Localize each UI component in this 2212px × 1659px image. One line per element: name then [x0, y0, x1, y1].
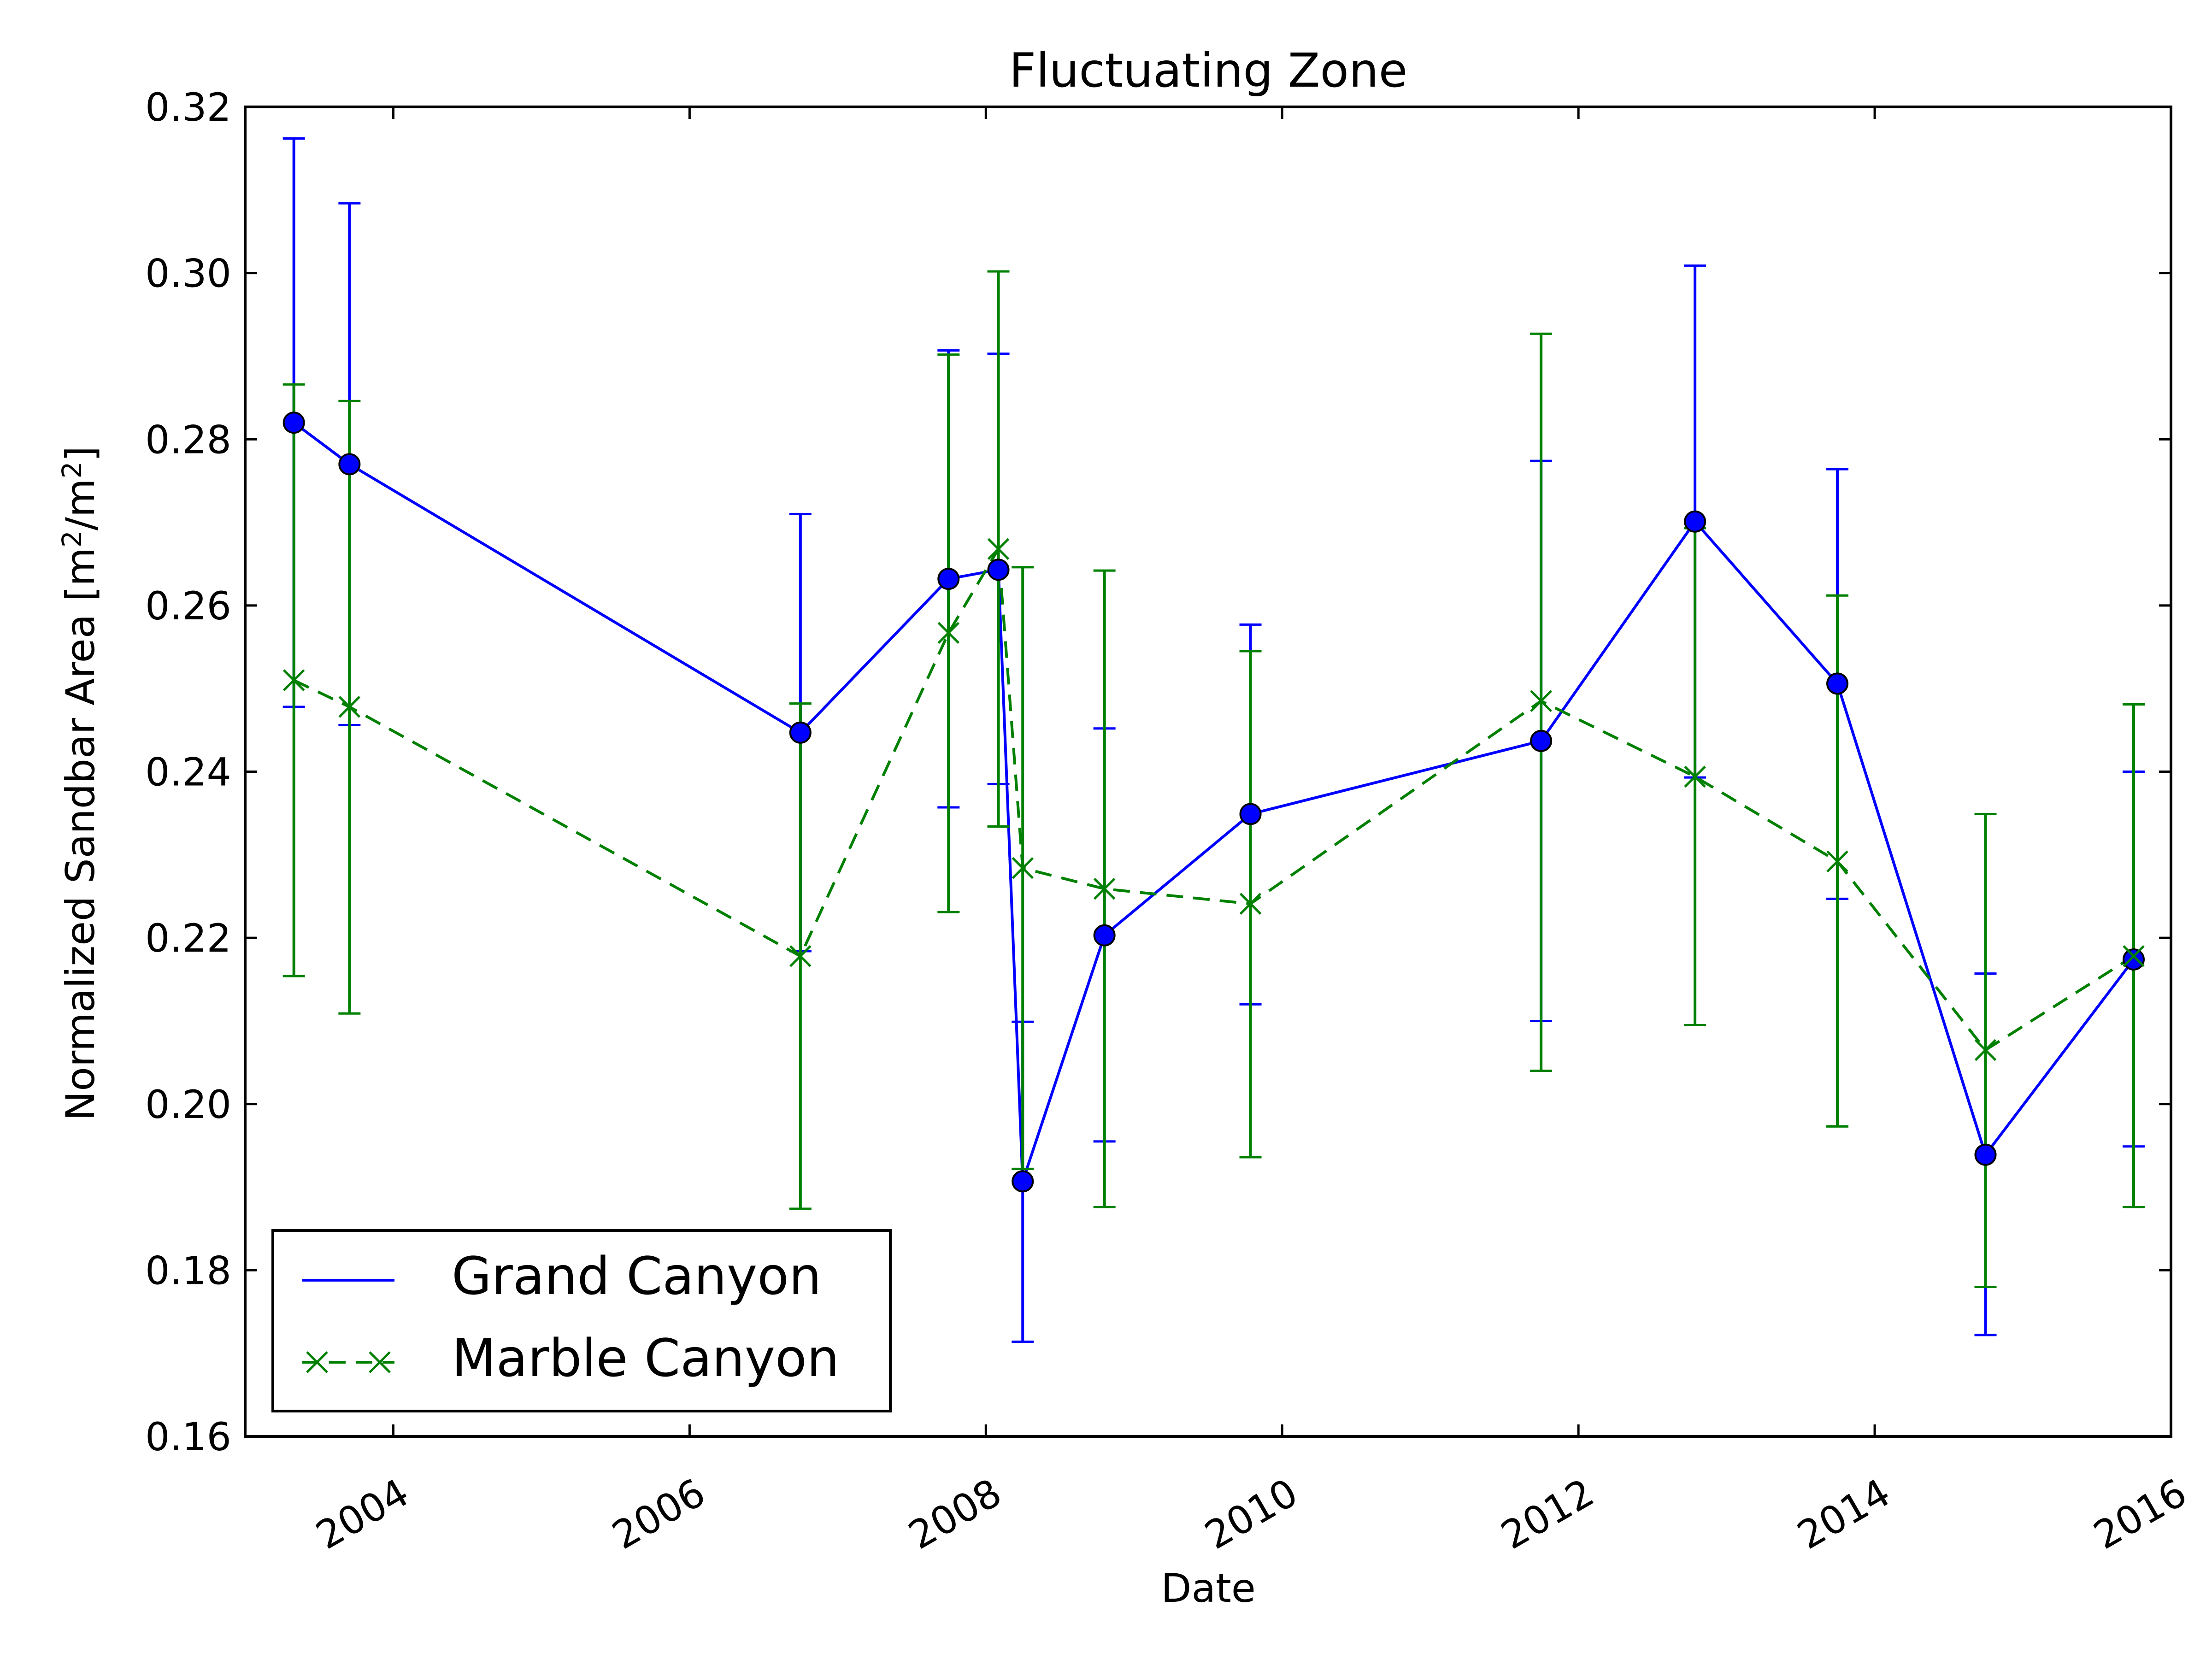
data-point [937, 622, 960, 644]
data-point [987, 538, 1010, 560]
y-axis-label-sup-2: 2 [56, 462, 88, 479]
data-point [1239, 803, 1262, 825]
chart-title: Fluctuating Zone [1009, 43, 1408, 98]
data-point [1684, 510, 1706, 533]
markers-marble-canyon [282, 538, 2145, 1061]
data-point [1093, 877, 1116, 900]
data-point [1530, 729, 1553, 752]
data-point [789, 945, 812, 967]
data-point [1012, 857, 1034, 879]
data-point [1239, 893, 1262, 915]
legend-box [271, 1229, 892, 1412]
y-tick-label: 0.28 [145, 417, 231, 462]
data-point [1012, 1170, 1034, 1193]
legend: Grand Canyon Marble Canyon [271, 1229, 892, 1412]
data-point [1684, 765, 1706, 788]
data-point [937, 568, 960, 590]
y-tick-label: 0.24 [145, 750, 231, 795]
data-point [1826, 672, 1849, 695]
legend-marker [306, 1351, 328, 1373]
y-axis-label: Normalized Sandbar Area [m2/m2] [56, 446, 104, 1121]
data-point [1826, 850, 1848, 873]
y-axis-label-sup-1: 2 [56, 530, 88, 547]
data-point [282, 412, 305, 434]
y-axis-label-main: Normalized Sandbar Area [m [58, 547, 104, 1121]
data-point [987, 559, 1010, 581]
x-axis-label: Date [1161, 1565, 1256, 1612]
legend-marker [369, 1351, 391, 1373]
data-point [2123, 945, 2145, 967]
y-tick-label: 0.32 [145, 85, 231, 130]
data-point [789, 721, 812, 744]
data-point [1093, 924, 1116, 947]
legend-line-marble-canyon [302, 1351, 394, 1373]
data-point [2122, 948, 2145, 971]
y-tick-label: 0.20 [145, 1082, 231, 1127]
y-tick-label: 0.16 [145, 1414, 231, 1459]
data-point [282, 669, 305, 691]
y-axis-label-end: ] [58, 446, 104, 462]
data-point [338, 453, 361, 476]
y-axis-label-mid: /m [58, 478, 104, 530]
y-tick-label: 0.26 [145, 583, 231, 629]
legend-label-marble-canyon: Marble Canyon [452, 1329, 840, 1388]
data-point [1530, 690, 1552, 712]
markers-grand-canyon [282, 412, 2145, 1193]
y-tick-label: 0.30 [145, 251, 231, 296]
axes: 0.160.180.200.220.240.260.280.300.322004… [145, 85, 2194, 1558]
plot-area [282, 137, 2145, 1343]
data-point [1974, 1143, 1997, 1166]
y-tick-label: 0.22 [145, 916, 231, 961]
data-point [338, 696, 361, 718]
y-tick-label: 0.18 [145, 1248, 231, 1293]
data-point [1974, 1039, 1997, 1061]
legend-label-grand-canyon: Grand Canyon [452, 1247, 822, 1306]
